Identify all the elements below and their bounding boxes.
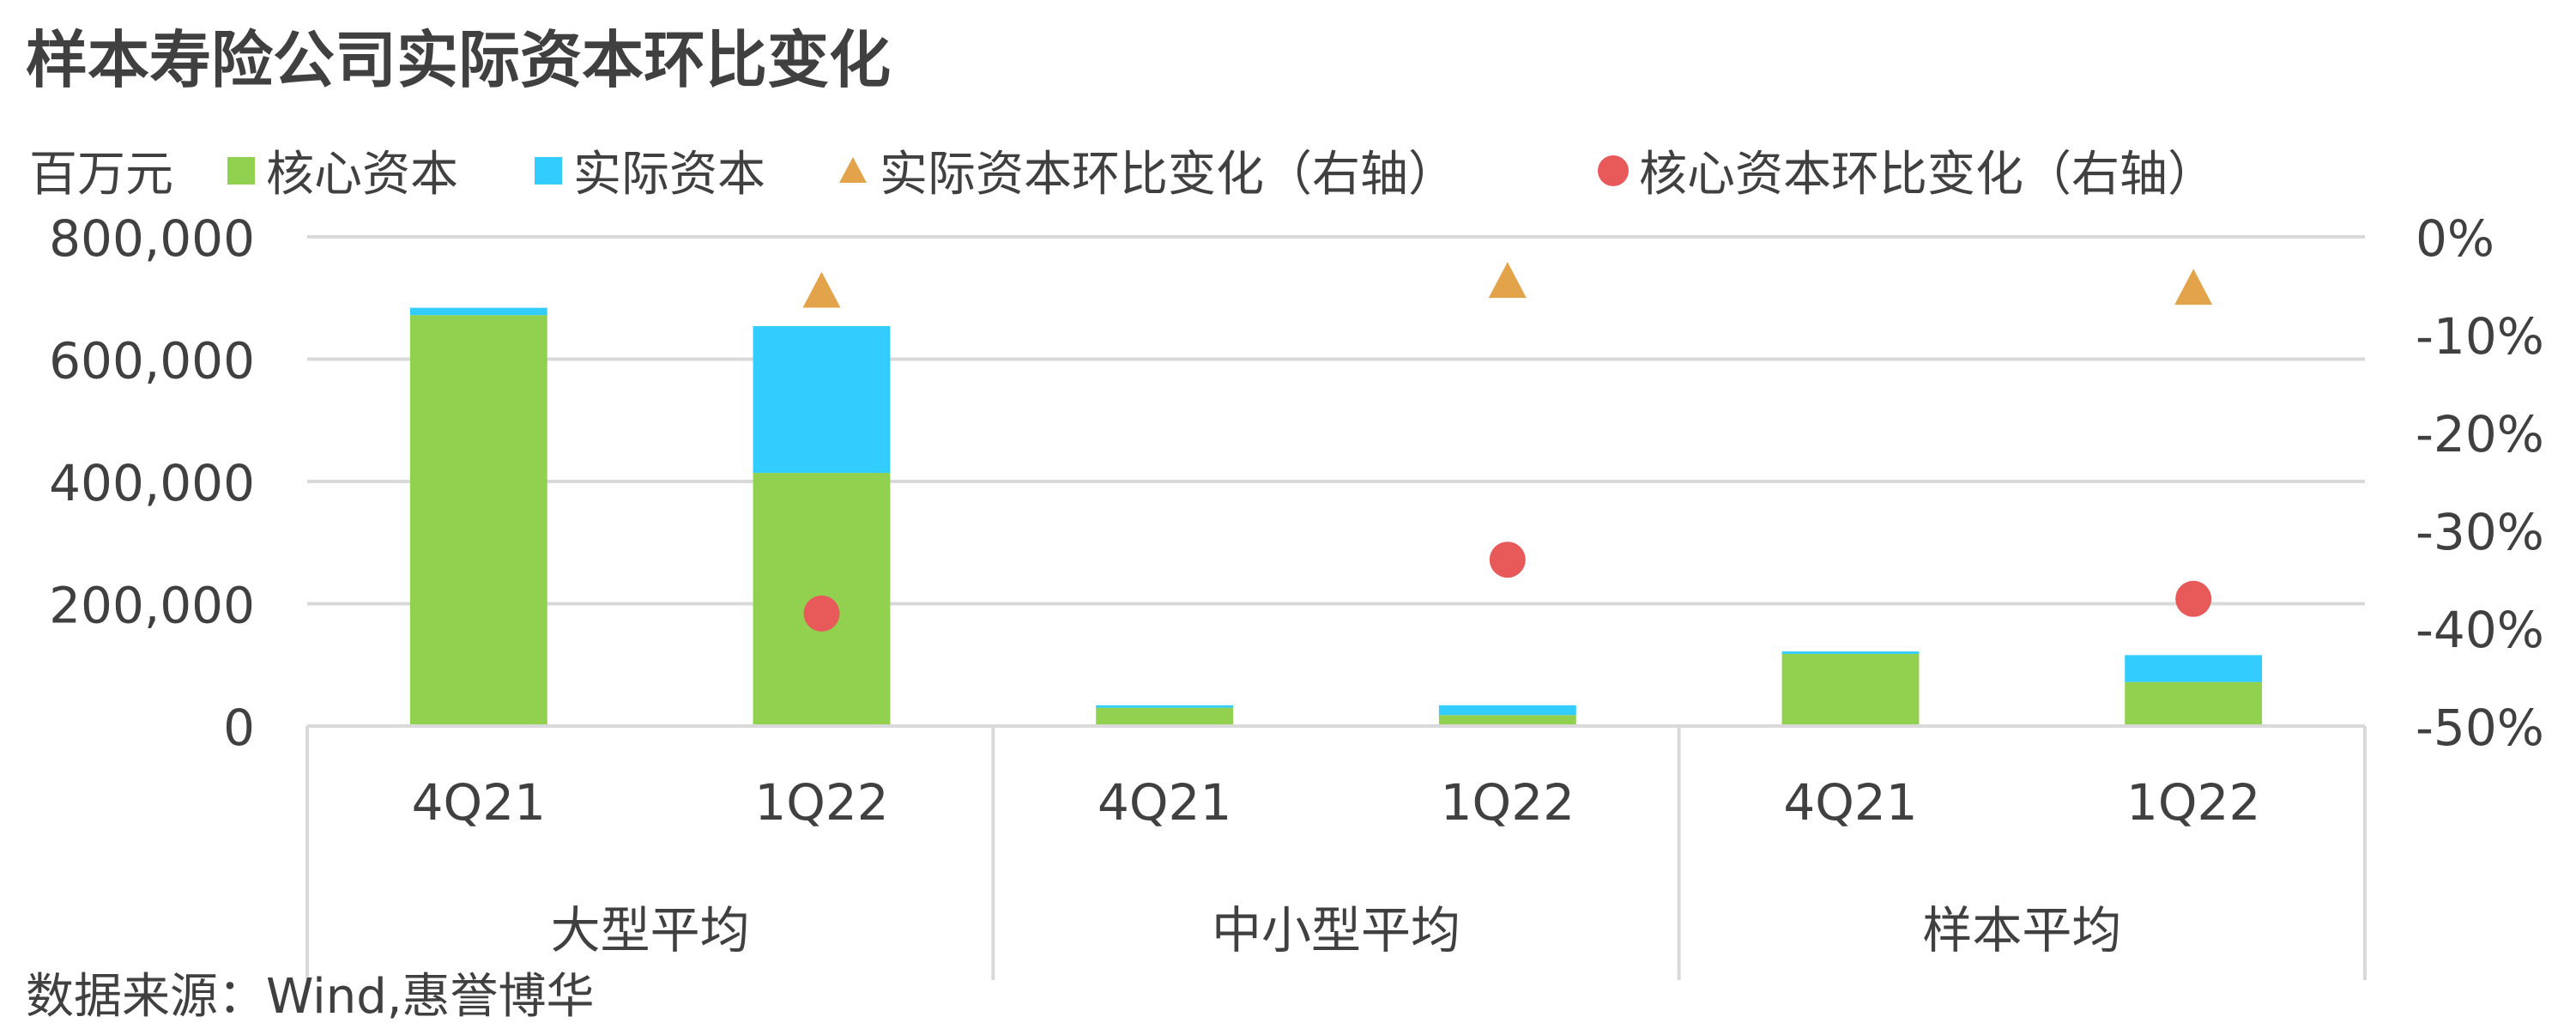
- bar-actual-capital: [1096, 705, 1234, 708]
- marker-core-capital-change: [803, 595, 840, 632]
- source-note: 数据来源：Wind,惠誉博华: [26, 969, 595, 1025]
- bar-actual-capital: [1438, 705, 1576, 716]
- y-tick-label: 400,000: [49, 454, 255, 512]
- x-tick-label: 4Q21: [1098, 773, 1231, 832]
- bar-actual-capital: [409, 307, 547, 316]
- y-tick-label: 200,000: [49, 577, 255, 635]
- legend-label-actual: 实际资本: [573, 147, 765, 203]
- group-label: 中小型平均: [1212, 901, 1460, 959]
- legend: 核心资本 实际资本 实际资本环比变化（右轴） 核心资本环比变化（右轴）: [227, 147, 2216, 203]
- legend-swatch-core: [227, 157, 255, 185]
- y-unit-label: 百万元: [29, 147, 173, 203]
- group-label: 样本平均: [1922, 901, 2121, 959]
- y2-tick-label: -10%: [2416, 307, 2544, 366]
- legend-label-core-change: 核心资本环比变化（右轴）: [1639, 147, 2216, 203]
- bar-core-capital: [2125, 681, 2263, 726]
- y2-tick-label: -50%: [2416, 699, 2544, 757]
- y2-tick-label: -30%: [2416, 503, 2544, 561]
- chart-title: 样本寿险公司实际资本环比变化: [26, 24, 891, 96]
- y2-tick-label: -40%: [2416, 601, 2544, 659]
- y-tick-label: 600,000: [49, 332, 255, 390]
- bar-actual-capital: [1781, 651, 1920, 654]
- bar-actual-capital: [2125, 655, 2263, 682]
- legend-marker-actual-change: [839, 157, 867, 183]
- marker-core-capital-change: [2175, 580, 2212, 617]
- bar-core-capital: [1781, 653, 1920, 726]
- bar-core-capital: [1096, 707, 1234, 726]
- x-tick-label: 4Q21: [1783, 773, 1917, 832]
- y-tick-label: 800,000: [49, 209, 255, 268]
- bar-actual-capital: [753, 326, 891, 474]
- plot-area: 800,000 600,000 400,000 200,000 0 0% -10% -20% -…: [49, 209, 2544, 980]
- legend-label-actual-change: 实际资本环比变化（右轴）: [880, 147, 1456, 203]
- bar-core-capital: [409, 315, 547, 726]
- y2-tick-label: 0%: [2416, 209, 2494, 268]
- legend-label-core: 核心资本: [266, 147, 458, 203]
- marker-actual-capital-change: [1488, 262, 1527, 299]
- x-tick-label: 4Q21: [412, 773, 546, 832]
- y-tick-label: 0: [223, 699, 255, 757]
- legend-swatch-actual: [535, 157, 562, 185]
- x-tick-label: 1Q22: [754, 773, 888, 832]
- marker-actual-capital-change: [802, 271, 841, 308]
- x-tick-label: 1Q22: [2126, 773, 2260, 832]
- marker-actual-capital-change: [2174, 269, 2213, 306]
- x-tick-label: 1Q22: [1441, 773, 1575, 832]
- y2-tick-label: -20%: [2416, 405, 2544, 463]
- legend-marker-core-change: [1598, 155, 1629, 186]
- group-label: 大型平均: [551, 901, 750, 959]
- bar-core-capital: [1438, 715, 1576, 726]
- marker-core-capital-change: [1489, 542, 1526, 578]
